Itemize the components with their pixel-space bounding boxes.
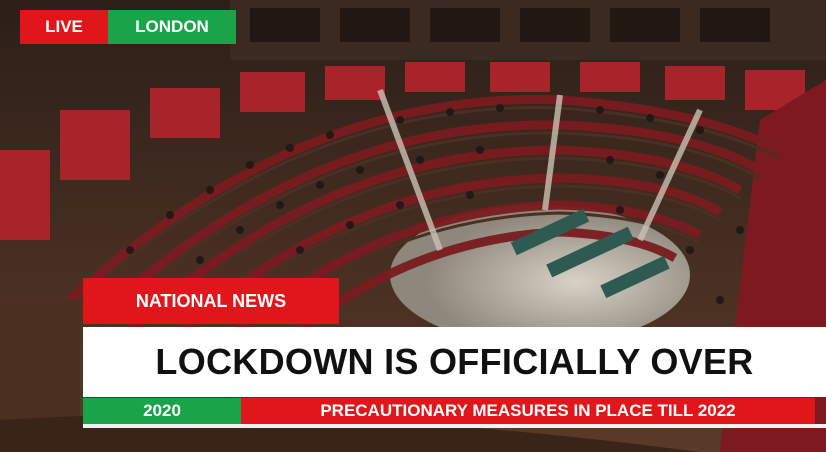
year-label: 2020	[83, 398, 241, 424]
live-badge: LIVE	[20, 10, 108, 44]
headline: LOCKDOWN IS OFFICIALLY OVER	[83, 327, 826, 397]
section-label: NATIONAL NEWS	[83, 278, 339, 324]
banner-footer-strip	[83, 424, 826, 428]
location-badge: LONDON	[108, 10, 236, 44]
ticker-text: PRECAUTIONARY MEASURES IN PLACE TILL 202…	[241, 398, 815, 424]
